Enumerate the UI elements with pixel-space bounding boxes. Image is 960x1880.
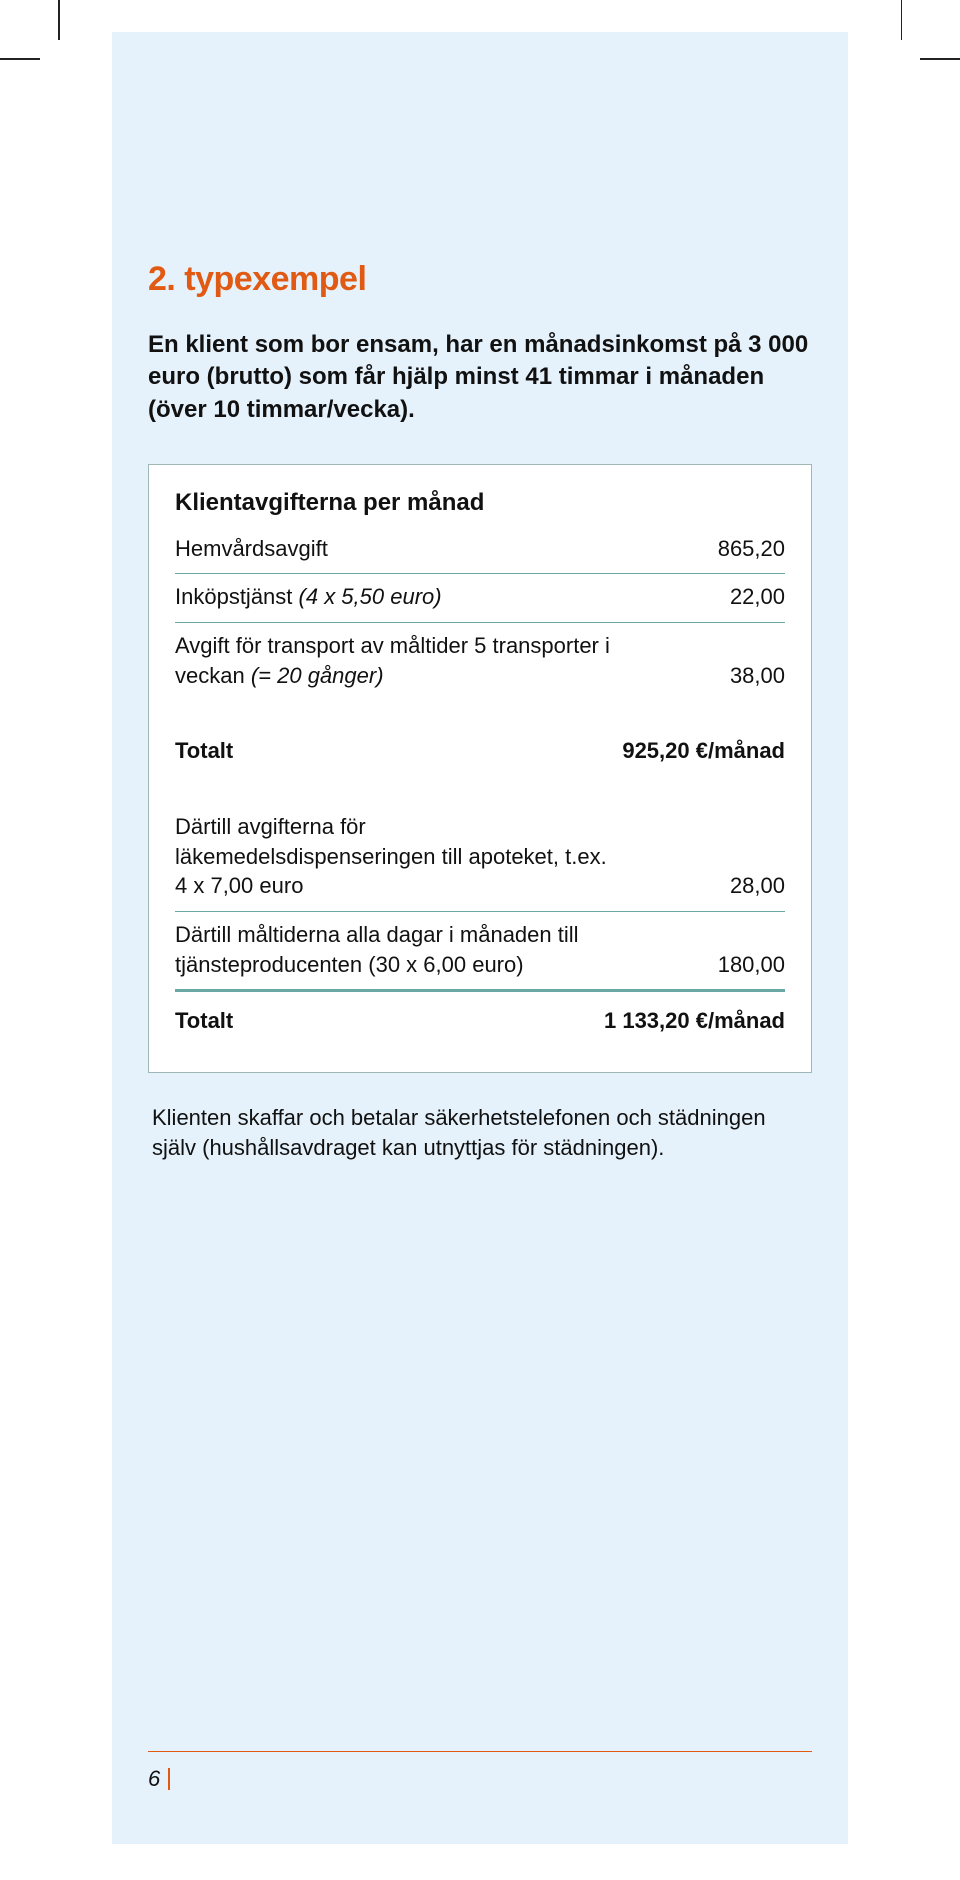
intro-paragraph: En klient som bor ensam, har en månadsin…: [148, 329, 812, 426]
crop-mark: [0, 58, 40, 60]
viewport: 2. typexempel En klient som bor ensam, h…: [0, 0, 960, 1880]
crop-mark: [58, 0, 60, 40]
row-value: 865,20: [708, 534, 785, 564]
row-value: 38,00: [720, 661, 785, 691]
page-content: 2. typexempel En klient som bor ensam, h…: [148, 32, 812, 1163]
table-row: Avgift för transport av måltider 5 trans…: [175, 623, 785, 700]
grand-total-label: Totalt: [175, 1006, 233, 1036]
row-value: 28,00: [720, 871, 785, 901]
row-value: 22,00: [720, 582, 785, 612]
page-footer: 6: [148, 1751, 812, 1792]
footnote: Klienten skaffar och betalar säkerhetste…: [152, 1103, 808, 1162]
grand-total-value: 1 133,20 €/månad: [594, 1006, 785, 1036]
fee-table-heading: Klientavgifterna per månad: [175, 487, 785, 519]
row-label-text: Inköpstjänst: [175, 584, 299, 609]
subtotal-row: Totalt 925,20 €/månad: [175, 728, 785, 776]
row-label: Avgift för transport av måltider 5 trans…: [175, 631, 614, 690]
row-label-text: Hemvårdsavgift: [175, 536, 328, 561]
document-page: 2. typexempel En klient som bor ensam, h…: [112, 0, 848, 1880]
row-label: Därtill måltiderna alla dagar i månaden …: [175, 920, 614, 979]
table-row: Inköpstjänst (4 x 5,50 euro) 22,00: [175, 574, 785, 623]
table-row: Hemvårdsavgift 865,20: [175, 534, 785, 575]
subtotal-value: 925,20 €/månad: [612, 736, 785, 766]
table-row: Därtill avgifterna för läkemedelsdispens…: [175, 804, 785, 912]
row-label-detail: (4 x 5,50 euro): [299, 584, 442, 609]
fee-table: Klientavgifterna per månad Hemvårdsavgif…: [148, 464, 812, 1073]
crop-mark: [920, 58, 960, 60]
row-label: Inköpstjänst (4 x 5,50 euro): [175, 582, 442, 612]
section-title: 2. typexempel: [148, 260, 812, 299]
footer-rule: [148, 1751, 812, 1752]
footer-tick-icon: [168, 1768, 170, 1790]
page-inner: 2. typexempel En klient som bor ensam, h…: [112, 32, 848, 1844]
table-row: Därtill måltiderna alla dagar i månaden …: [175, 912, 785, 992]
crop-mark: [901, 0, 903, 40]
row-label: Därtill avgifterna för läkemedelsdispens…: [175, 812, 614, 901]
row-value: 180,00: [708, 950, 785, 980]
page-number: 6: [148, 1766, 166, 1792]
row-label: Hemvårdsavgift: [175, 534, 328, 564]
row-label-detail: (= 20 gånger): [251, 663, 384, 688]
row-label-text: Avgift för transport av måltider 5 trans…: [175, 633, 610, 688]
grand-total-row: Totalt 1 133,20 €/månad: [175, 992, 785, 1046]
subtotal-label: Totalt: [175, 736, 233, 766]
